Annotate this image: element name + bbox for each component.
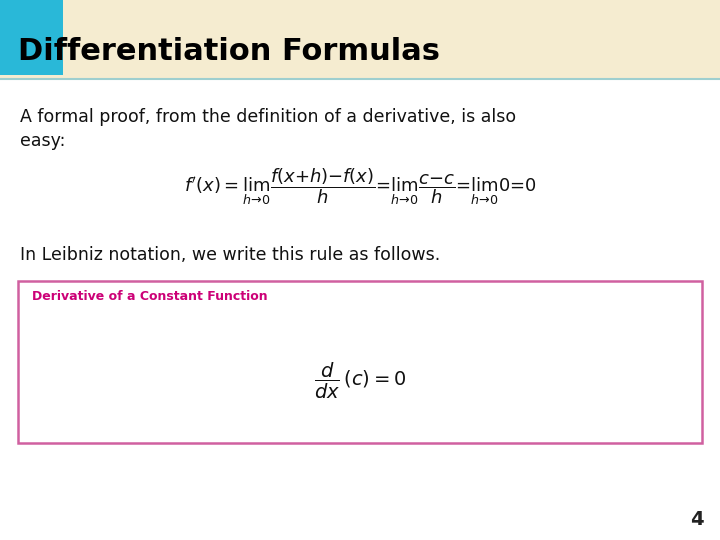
Text: In Leibniz notation, we write this rule as follows.: In Leibniz notation, we write this rule … <box>20 246 441 264</box>
Text: A formal proof, from the definition of a derivative, is also: A formal proof, from the definition of a… <box>20 108 516 126</box>
Text: $\dfrac{d}{dx}\,(c) = 0$: $\dfrac{d}{dx}\,(c) = 0$ <box>314 361 406 401</box>
Text: easy:: easy: <box>20 132 66 150</box>
FancyBboxPatch shape <box>18 281 702 443</box>
Text: Differentiation Formulas: Differentiation Formulas <box>18 37 440 66</box>
FancyBboxPatch shape <box>0 0 63 75</box>
Text: 4: 4 <box>690 510 703 529</box>
Text: $f'(x) = \lim_{h\to 0}\dfrac{f(x+h)-f(x)}{h} = \lim_{h\to 0}\dfrac{c-c}{h} = \li: $f'(x) = \lim_{h\to 0}\dfrac{f(x+h)-f(x)… <box>184 166 536 207</box>
Text: Derivative of a Constant Function: Derivative of a Constant Function <box>32 290 268 303</box>
FancyBboxPatch shape <box>0 0 720 78</box>
